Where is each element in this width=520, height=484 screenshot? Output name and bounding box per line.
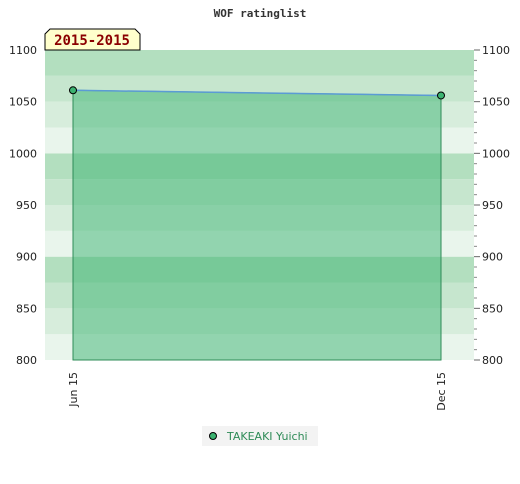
- left-y-axis: 800 850 900 950 1000 1050 1100: [9, 44, 37, 367]
- y-tick-label-left: 1100: [9, 44, 37, 57]
- chart-title: WOF ratinglist: [214, 7, 307, 20]
- x-tick-label: Dec 15: [435, 372, 448, 411]
- y-tick-label-left: 1000: [9, 147, 37, 160]
- legend[interactable]: TAKEAKI Yuichi: [202, 426, 318, 446]
- series-line: [72, 89, 442, 97]
- y-tick-label-left: 850: [16, 302, 37, 315]
- y-tick-label-right: 1000: [482, 147, 510, 160]
- x-axis: Jun 15 Dec 15: [67, 372, 448, 411]
- period-label-box: 2015-2015: [44, 28, 141, 51]
- y-tick-label-right: 900: [482, 251, 503, 264]
- points-layer: [69, 86, 445, 100]
- period-label: 2015-2015: [54, 33, 130, 49]
- grid-band: [45, 50, 474, 76]
- y-tick-label-left: 800: [16, 354, 37, 367]
- series-area: [72, 89, 442, 361]
- y-tick-label-right: 950: [482, 199, 503, 212]
- data-point: [69, 86, 77, 95]
- y-tick-label-left: 1050: [9, 96, 37, 109]
- legend-background: [202, 426, 318, 446]
- y-tick-label-right: 1100: [482, 44, 510, 57]
- line-layer: [72, 89, 442, 97]
- right-y-axis: 800 850 900 950 1000 1050 1100: [474, 44, 510, 367]
- period-label-background: [44, 28, 141, 51]
- data-point: [437, 91, 445, 100]
- legend-label: TAKEAKI Yuichi: [226, 430, 308, 443]
- y-tick-label-left: 950: [16, 199, 37, 212]
- y-tick-label-right: 1050: [482, 96, 510, 109]
- y-tick-label-right: 850: [482, 302, 503, 315]
- area-layer: [72, 89, 442, 361]
- y-tick-label-left: 900: [16, 251, 37, 264]
- y-tick-label-right: 800: [482, 354, 503, 367]
- legend-marker: [209, 432, 217, 440]
- x-tick-label: Jun 15: [67, 372, 80, 408]
